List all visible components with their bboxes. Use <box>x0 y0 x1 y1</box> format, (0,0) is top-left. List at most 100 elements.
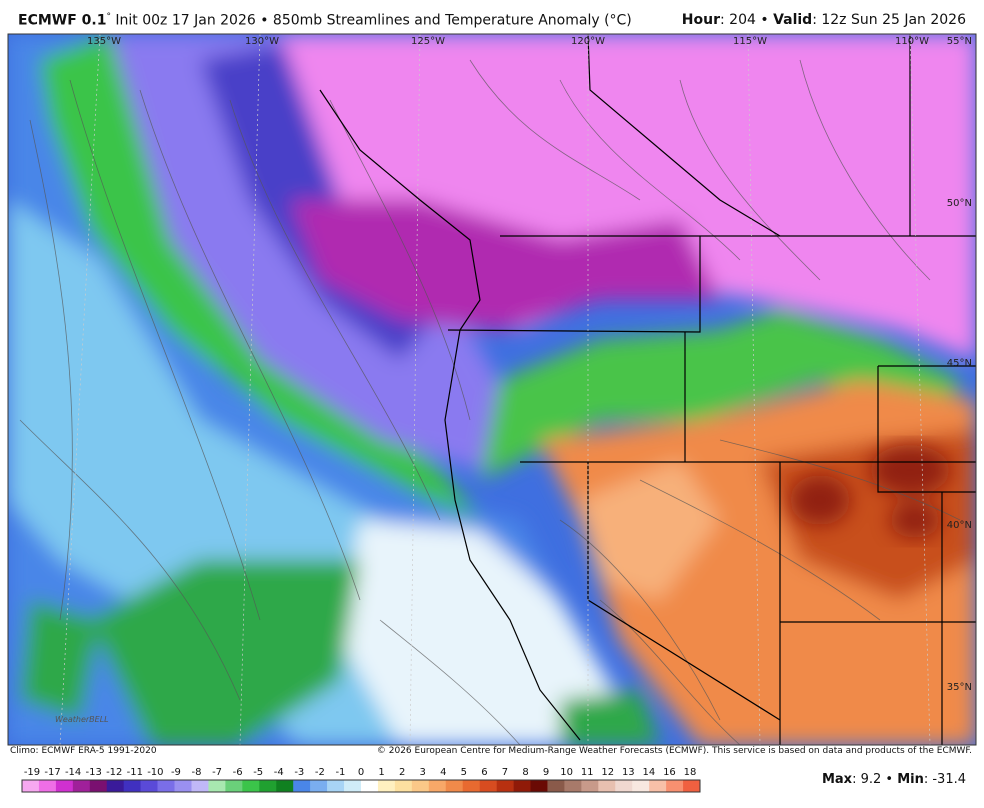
colorbar-label: 5 <box>461 767 467 778</box>
colorbar-swatch <box>174 780 192 792</box>
colorbar-swatch <box>72 780 91 792</box>
colorbar-label: 12 <box>601 767 614 778</box>
colorbar-label: 18 <box>684 767 697 778</box>
graticule <box>59 34 931 745</box>
colorbar-swatch <box>242 780 260 792</box>
colorbar-label: -9 <box>171 767 181 778</box>
latitude-label: 45°N <box>947 358 972 369</box>
colorbar-label: 2 <box>399 767 405 778</box>
colorbar-swatch <box>157 780 175 792</box>
colorbar-swatch <box>276 780 294 792</box>
colorbar-swatch <box>649 780 667 792</box>
valid-time: Hour: 204 • Valid: 12z Sun 25 Jan 2026 <box>682 12 966 28</box>
colorbar-swatch <box>530 780 548 792</box>
latitude-label: 50°N <box>947 198 972 209</box>
colorbar-label: 7 <box>502 767 508 778</box>
colorbar-label: 16 <box>663 767 676 778</box>
colorbar-swatch <box>344 780 362 792</box>
colorbar-swatch <box>293 780 311 792</box>
colorbar-swatch <box>666 780 684 792</box>
colorbar-label: -13 <box>86 767 102 778</box>
latitude-label: 40°N <box>947 520 972 531</box>
colorbar-swatch <box>411 780 430 792</box>
max-value: : 9.2 • <box>852 772 898 787</box>
colorbar-label: -19 <box>24 767 40 778</box>
colorbar-swatch <box>106 780 124 792</box>
colorbar-label: 14 <box>643 767 656 778</box>
colorbar-swatch <box>310 780 328 792</box>
longitude-label: 130°W <box>245 36 279 47</box>
colorbar-label: -8 <box>192 767 202 778</box>
colorbar-label: 3 <box>420 767 426 778</box>
max-label: Max <box>821 772 853 787</box>
colorbar-swatch <box>55 780 74 792</box>
latitude-label: 35°N <box>947 682 972 693</box>
colorbar-label: 1 <box>378 767 384 778</box>
colorbar-swatch <box>394 780 413 792</box>
title: ECMWF 0.1° Init 00z 17 Jan 2026 • 850mb … <box>18 12 632 29</box>
colorbar-label: -7 <box>212 767 222 778</box>
latitude-label: 55°N <box>947 36 972 47</box>
colorbar-swatch <box>547 780 565 792</box>
colorbar-swatch <box>361 780 379 792</box>
colorbar-swatch <box>22 780 40 792</box>
colorbar-swatch <box>123 780 141 792</box>
colorbar-label: -4 <box>274 767 284 778</box>
colorbar-swatch <box>479 780 497 792</box>
map-frame <box>7 33 977 746</box>
colorbar-swatch <box>225 780 243 792</box>
colorbar-swatch <box>140 780 158 792</box>
anomaly-field <box>8 34 976 745</box>
colorbar-label: -11 <box>127 767 143 778</box>
degree: ° <box>106 12 111 22</box>
longitude-label: 135°W <box>87 36 121 47</box>
min-label: Min <box>897 772 924 787</box>
hour-label: Hour <box>681 12 721 28</box>
colorbar-frame <box>21 779 701 793</box>
min-value: : -31.4 <box>923 772 966 787</box>
colorbar-swatch <box>327 780 345 792</box>
colorbar-swatch <box>615 780 633 792</box>
colorbar-swatch <box>632 780 650 792</box>
colorbar-swatch <box>377 780 396 792</box>
colorbar-swatch <box>259 780 277 792</box>
hour-value: : 204 • <box>720 12 774 28</box>
longitude-label: 125°W <box>411 36 445 47</box>
colorbar-swatch <box>598 780 616 792</box>
colorbar-label: 8 <box>522 767 528 778</box>
colorbar-label: 4 <box>440 767 446 778</box>
model: ECMWF 0.1 <box>18 12 107 29</box>
description: Init 00z 17 Jan 2026 • 850mb Streamlines… <box>115 12 632 29</box>
colorbar-swatch <box>89 780 108 792</box>
valid-value: : 12z Sun 25 Jan 2026 <box>812 12 966 28</box>
colorbar-label: -5 <box>253 767 263 778</box>
colorbar-label: -6 <box>233 767 243 778</box>
colorbar-label: 9 <box>543 767 549 778</box>
colorbar-label: -2 <box>315 767 325 778</box>
colorbar-label: -1 <box>335 767 345 778</box>
colorbar-swatch <box>496 780 514 792</box>
longitude-label: 115°W <box>733 36 767 47</box>
logo: WeatherBELL <box>55 715 109 724</box>
colorbar-label: 6 <box>481 767 487 778</box>
colorbar-label: -14 <box>65 767 81 778</box>
colorbar-label: 10 <box>560 767 573 778</box>
colorbar-label: -10 <box>147 767 163 778</box>
colorbar-swatch <box>191 780 209 792</box>
colorbar-swatch <box>208 780 226 792</box>
valid-label: Valid <box>773 12 813 28</box>
stats: Max: 9.2 • Min: -31.4 <box>822 772 966 787</box>
longitude-label: 110°W <box>895 36 929 47</box>
colorbar-swatch <box>38 780 57 792</box>
colorbar-swatch <box>683 780 701 792</box>
colorbar-swatch <box>428 780 447 792</box>
colorbar-swatch <box>513 780 531 792</box>
colorbar-label: -12 <box>106 767 122 778</box>
colorbar-swatch <box>564 780 582 792</box>
streamlines <box>19 59 961 745</box>
colorbar-swatch <box>445 780 463 792</box>
colorbar-swatch <box>581 780 599 792</box>
colorbar-label: 13 <box>622 767 635 778</box>
